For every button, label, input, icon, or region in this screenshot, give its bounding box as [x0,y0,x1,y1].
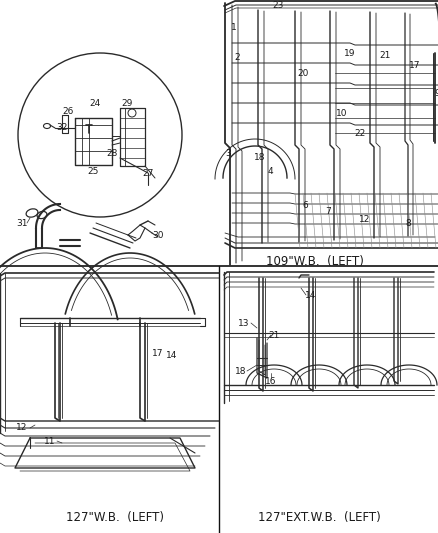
Text: 28: 28 [106,149,118,157]
Text: 25: 25 [87,166,99,175]
Text: 3: 3 [225,149,231,157]
Text: 18: 18 [254,154,266,163]
Text: 16: 16 [265,376,277,385]
Text: 17: 17 [152,349,164,358]
Text: 21: 21 [379,51,391,60]
Text: 14: 14 [305,290,317,300]
Text: 23: 23 [272,1,284,10]
Text: 1: 1 [231,23,237,33]
Text: 31: 31 [16,219,28,228]
Text: 19: 19 [344,49,356,58]
Text: 109"W.B.  (LEFT): 109"W.B. (LEFT) [266,254,364,268]
Text: 127"EXT.W.B.  (LEFT): 127"EXT.W.B. (LEFT) [258,512,380,524]
Text: 14: 14 [166,351,178,359]
Text: 22: 22 [354,128,366,138]
Text: 7: 7 [325,206,331,215]
Text: 21: 21 [268,330,280,340]
Text: 12: 12 [359,215,371,224]
Text: 8: 8 [405,219,411,228]
Text: 2: 2 [234,53,240,62]
Text: 6: 6 [302,200,308,209]
Text: 32: 32 [57,124,68,133]
Text: 29: 29 [121,99,133,108]
Text: 12: 12 [16,424,28,432]
Text: 18: 18 [235,367,247,376]
Text: 30: 30 [152,230,164,239]
Text: 13: 13 [238,319,250,327]
Text: 24: 24 [89,99,101,108]
Text: 20: 20 [297,69,309,77]
Text: 10: 10 [336,109,348,117]
Text: 27: 27 [142,168,154,177]
Text: 9: 9 [434,88,438,98]
Text: 4: 4 [267,166,273,175]
Text: 26: 26 [62,107,74,116]
Text: 127"W.B.  (LEFT): 127"W.B. (LEFT) [66,512,164,524]
Text: 17: 17 [409,61,421,69]
Text: 11: 11 [44,437,56,446]
